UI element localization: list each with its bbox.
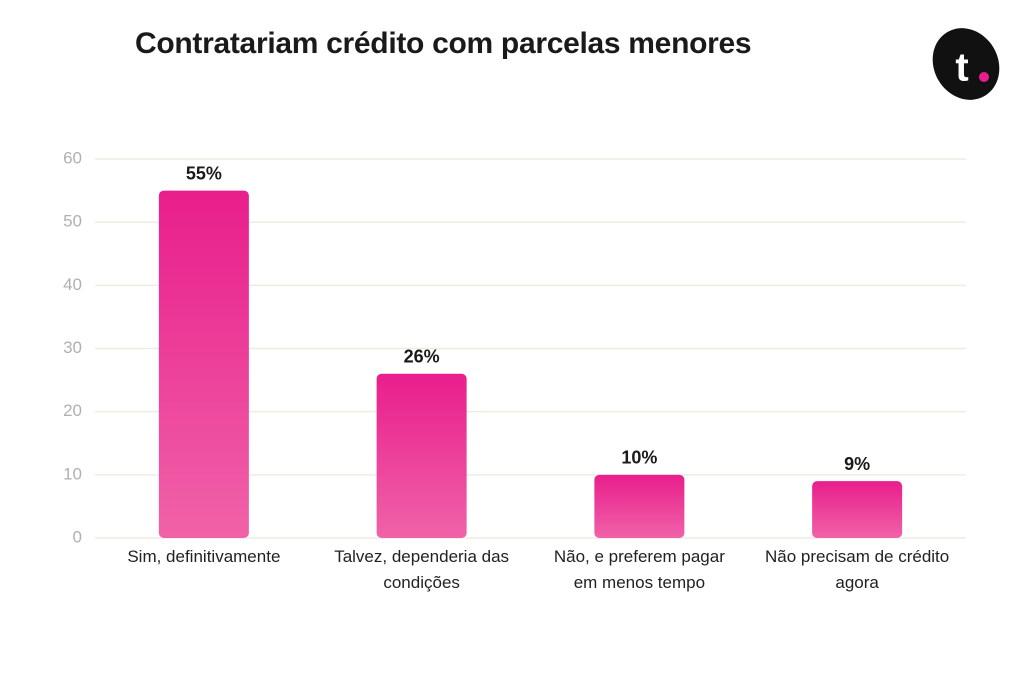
y-tick-label: 30 <box>63 338 82 357</box>
value-label: 9% <box>844 454 870 474</box>
logo-badge <box>932 28 1000 100</box>
bar <box>376 373 467 538</box>
value-label: 55% <box>186 163 222 183</box>
bar <box>158 190 249 539</box>
x-tick-label: Talvez, dependeria das condições <box>334 547 510 592</box>
y-tick-label: 60 <box>63 148 82 167</box>
value-label: 26% <box>404 347 440 367</box>
y-tick-label: 10 <box>63 464 82 483</box>
value-label: 10% <box>621 448 657 468</box>
x-tick-label: Sim, definitivamente <box>127 547 281 566</box>
bar <box>594 474 685 538</box>
chart-title: Contratariam crédito com parcelas menore… <box>135 27 752 60</box>
x-tick-label: Não, e preferem pagar em menos tempo <box>553 547 725 592</box>
y-tick-label: 0 <box>73 527 82 546</box>
bar <box>812 481 903 538</box>
y-tick-label: 50 <box>63 212 82 231</box>
y-tick-label: 40 <box>63 275 82 294</box>
logo-text: t <box>955 46 968 90</box>
y-tick-label: 20 <box>63 401 82 420</box>
logo: t <box>932 28 1000 100</box>
x-tick-label: Não precisam de crédito agora <box>764 547 950 592</box>
logo-dot <box>979 72 989 82</box>
